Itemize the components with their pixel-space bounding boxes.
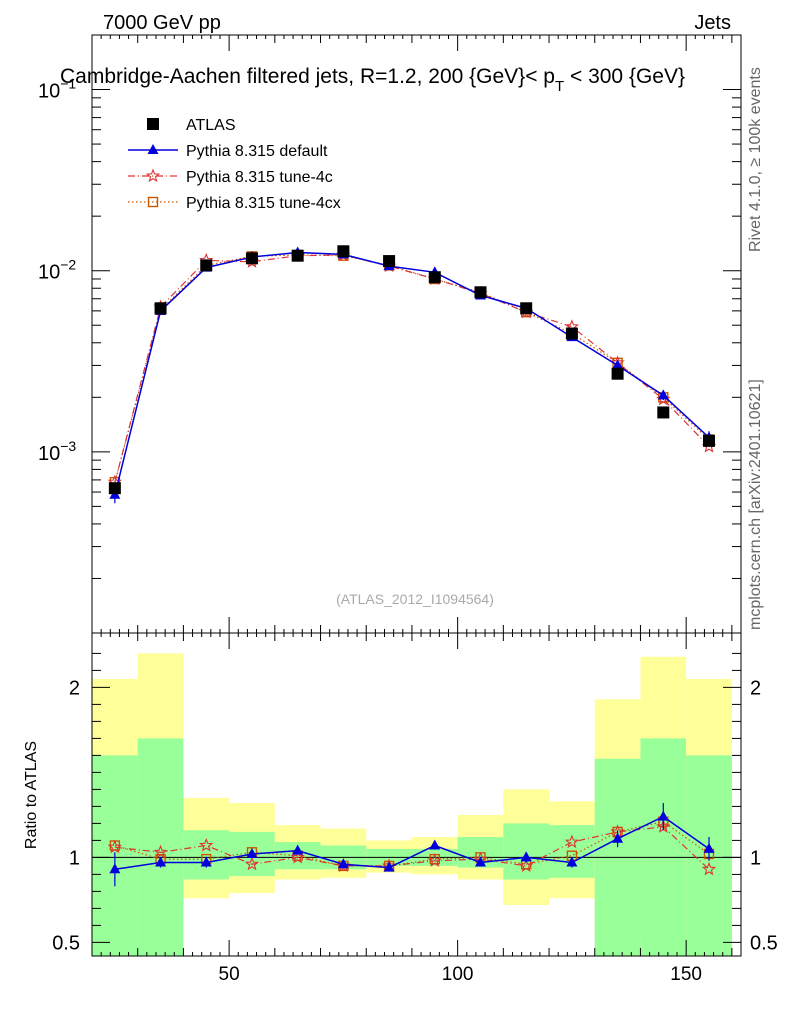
ratio-ytick-label-left-2: 2: [69, 677, 80, 699]
ratio-point-pythia_default-1: [155, 856, 167, 867]
legend-label-pythia_default: Pythia 8.315 default: [186, 143, 328, 160]
ratio-ytick-label-right-1: 1: [750, 847, 761, 869]
ratio-ytick-label-right-2: 2: [750, 677, 761, 699]
ratio-point-tune4c-4: [290, 849, 305, 864]
ratio-point-pythia_default-10: [566, 856, 578, 867]
plot-title-end: < 300 {GeV}: [564, 65, 685, 88]
y-tick-label-−1: 10−1: [38, 76, 76, 103]
ratio-uncertainty-bands: [92, 653, 741, 956]
legend-label-atlas: ATLAS: [186, 117, 236, 134]
ratio-point-pythia_default-3: [246, 848, 258, 858]
x-tick-label-50: 50: [219, 964, 240, 985]
ratio-point-pythia_default-6: [383, 861, 395, 872]
ratio-point-pythia_default-5: [337, 858, 349, 869]
ratio-point-pythia_default-0: [109, 863, 121, 874]
point-atlas-1: [154, 302, 167, 315]
point-atlas-6: [383, 255, 396, 268]
ratio-plot-marks: [107, 803, 717, 887]
rivet-version-label: Rivet 4.1.0, ≥ 100k events: [747, 67, 764, 252]
point-atlas-4: [291, 249, 304, 262]
x-tick-label-100: 100: [442, 964, 474, 985]
legend-label-tune4c: Pythia 8.315 tune-4c: [186, 169, 333, 186]
legend-marker-tune4cx: [147, 196, 159, 208]
ratio-line-tune4cx: [114, 821, 710, 867]
ratio-point-pythia_default-2: [200, 856, 212, 867]
ratio-point-tune4c-9: [519, 858, 534, 872]
ratio-point-pythia_default-12: [657, 810, 669, 821]
ratio-frame: [91, 632, 742, 957]
point-atlas-9: [520, 302, 533, 315]
ratio-point-tune4c-13: [701, 861, 717, 876]
point-atlas-2: [200, 259, 213, 272]
ratio-ytick-label-left-1: 1: [69, 847, 80, 869]
mcplots-label: mcplots.cern.ch [arXiv:2401.10621]: [747, 379, 764, 630]
point-atlas-11: [611, 367, 624, 380]
point-atlas-10: [565, 327, 578, 340]
plot-title: Cambridge-Aachen filtered jets, R=1.2, 2…: [60, 65, 685, 95]
legend-marker-atlas: [147, 118, 159, 130]
legend-marker-pythia_default: [147, 144, 159, 154]
ratio-point-pythia_default-11: [612, 832, 624, 843]
x-tick-label-150: 150: [670, 964, 702, 985]
band-inner-12: [640, 738, 687, 956]
point-atlas-7: [428, 271, 441, 284]
ratio-point-pythia_default-7: [429, 839, 441, 850]
legend-marker-tune4c: [145, 168, 161, 183]
ratio-point-tune4c-1: [153, 844, 168, 859]
ratio-point-pythia_default-9: [520, 851, 532, 862]
header-left: 7000 GeV pp: [103, 12, 221, 34]
point-atlas-0: [108, 482, 121, 495]
y-tick-label-−2: 10−2: [38, 257, 76, 284]
ratio-ytick-label-left-0.5: 0.5: [52, 932, 80, 954]
series-line-pythia_default: [114, 251, 710, 495]
point-pythia_default-12: [657, 389, 669, 400]
ratio-point-tune4c-10: [564, 834, 580, 849]
plot-axes: 50 100 150 10−3 10−2 10−1 0.5 0.5 1 1 2 2: [38, 34, 778, 985]
point-atlas-3: [245, 252, 258, 265]
ratio-ylabel: Ratio to ATLAS: [23, 741, 40, 849]
point-atlas-13: [703, 434, 716, 447]
y-tick-label-−3: 10−3: [38, 438, 76, 465]
series-line-tune4c: [114, 254, 710, 483]
analysis-watermark: (ATLAS_2012_I1094564): [336, 591, 494, 607]
ratio-point-tune4c-3: [244, 856, 260, 871]
ratio-line-tune4c: [114, 826, 710, 870]
ratio-point-tune4c-7: [427, 853, 442, 867]
plot-title-main: Cambridge-Aachen filtered jets, R=1.2, 2…: [60, 65, 555, 88]
ratio-point-tune4c-2: [199, 837, 214, 852]
point-atlas-8: [474, 286, 487, 299]
ratio-ytick-label-right-0.5: 0.5: [750, 932, 778, 954]
point-atlas-12: [657, 406, 670, 419]
header-right: Jets: [694, 12, 731, 34]
ratio-point-tune4c-0: [107, 839, 122, 854]
ratio-point-pythia_default-13: [703, 842, 715, 853]
ratio-point-pythia_default-4: [292, 844, 304, 855]
point-atlas-5: [337, 245, 350, 258]
legend: ATLAS Pythia 8.315 default Pythia 8.315 tu…: [128, 117, 341, 212]
main-plot-marks: [107, 245, 717, 504]
ratio-point-pythia_default-8: [474, 856, 486, 867]
legend-label-tune4cx: Pythia 8.315 tune-4cx: [186, 195, 341, 212]
point-pythia_default-11: [612, 359, 624, 370]
ratio-line-pythia_default: [114, 815, 710, 871]
plot-title-sub: T: [555, 78, 564, 95]
